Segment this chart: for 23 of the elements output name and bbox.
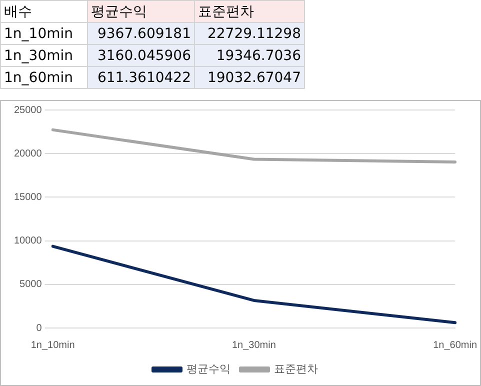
legend-label: 평균수익 — [186, 364, 230, 376]
x-tick-label: 1n_60min — [433, 340, 477, 351]
y-tick-label: 25000 — [14, 104, 42, 116]
text: 611.3610422 — [88, 66, 194, 88]
category-label: 1n_30min — [4, 48, 73, 64]
text: 9367.609181 — [88, 22, 194, 44]
text: 19346.7036 — [194, 44, 304, 66]
text: 표준편차 — [198, 4, 254, 20]
y-tick-label: 20000 — [14, 148, 42, 160]
text: 배수 — [0, 0, 88, 22]
y-tick-label: 0 — [36, 322, 42, 334]
category-label: 1n_10min — [4, 26, 73, 42]
y-tick-label: 10000 — [14, 236, 42, 247]
x-tick-label: 1n_10min — [30, 340, 75, 351]
category-label: 1n_60min — [4, 70, 73, 86]
text: 3160.045906 — [88, 44, 194, 66]
y-tick-label: 15000 — [14, 192, 42, 203]
y-tick-label: 5000 — [20, 279, 42, 290]
text: 22729.11298 — [194, 22, 304, 44]
x-tick-label: 1n_30min — [232, 340, 276, 351]
text: 평균수익 — [91, 4, 147, 20]
text: 19032.67047 — [194, 66, 304, 88]
legend-label: 표준편차 — [274, 364, 318, 376]
